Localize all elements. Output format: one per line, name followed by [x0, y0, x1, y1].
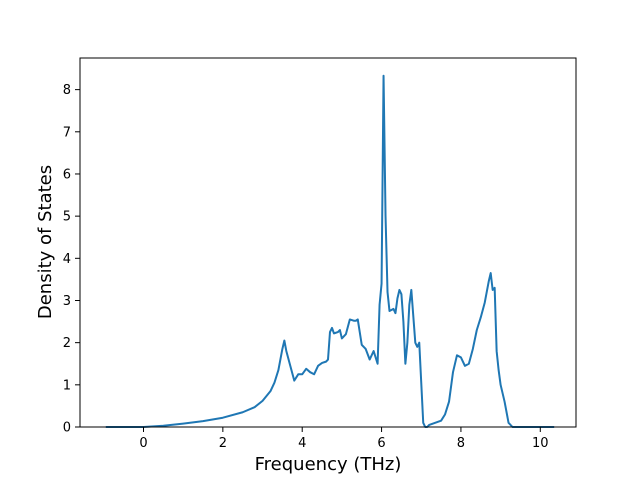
y-tick-label: 1 [63, 378, 71, 393]
axes-frame [79, 57, 577, 428]
y-axis-label: Density of States [35, 165, 56, 319]
y-tick-label: 3 [63, 294, 71, 309]
x-tick-label: 0 [139, 436, 147, 451]
y-tick-label: 0 [63, 421, 71, 436]
y-tick-label: 4 [63, 252, 71, 267]
y-axis-ticks: 0 1 2 3 4 5 6 7 8 [63, 83, 80, 436]
x-tick-label: 8 [457, 436, 465, 451]
y-tick-label: 6 [63, 167, 71, 182]
x-axis-label: Frequency (THz) [255, 454, 402, 475]
x-tick-label: 6 [377, 436, 385, 451]
y-tick-label: 8 [63, 83, 71, 98]
x-axis-ticks: 0 2 4 6 8 10 [139, 427, 549, 451]
x-tick-label: 2 [219, 436, 227, 451]
x-tick-label: 10 [532, 436, 549, 451]
dos-series-line [105, 74, 555, 428]
y-tick-label: 7 [63, 125, 71, 140]
y-tick-label: 2 [63, 336, 71, 351]
x-tick-label: 4 [298, 436, 306, 451]
y-tick-label: 5 [63, 210, 71, 225]
plot-area [105, 74, 555, 428]
